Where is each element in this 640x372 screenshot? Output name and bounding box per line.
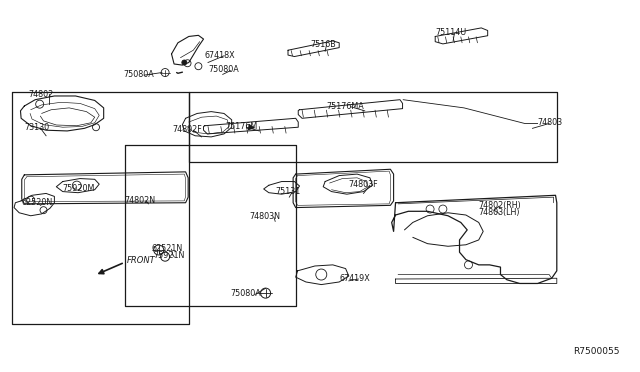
Text: 75920M: 75920M bbox=[63, 185, 95, 193]
Text: 74803: 74803 bbox=[538, 118, 563, 127]
Text: 74802(RH): 74802(RH) bbox=[479, 201, 522, 210]
Text: 74802N: 74802N bbox=[125, 196, 156, 205]
Text: 75080A: 75080A bbox=[230, 289, 261, 298]
Text: 75131: 75131 bbox=[275, 187, 300, 196]
Text: 7516B: 7516B bbox=[310, 40, 336, 49]
Text: 75176M: 75176M bbox=[225, 122, 257, 131]
Text: 75176MA: 75176MA bbox=[326, 102, 364, 110]
Text: 67418X: 67418X bbox=[205, 51, 236, 60]
Text: 74803N: 74803N bbox=[250, 212, 280, 221]
Text: 75080A: 75080A bbox=[208, 65, 239, 74]
Text: FRONT: FRONT bbox=[127, 256, 156, 265]
Text: 62520N: 62520N bbox=[22, 198, 53, 207]
Circle shape bbox=[182, 60, 187, 65]
Text: 67419X: 67419X bbox=[339, 274, 370, 283]
Text: 75080A: 75080A bbox=[123, 70, 154, 79]
Text: 75921N: 75921N bbox=[154, 251, 185, 260]
Text: R7500055: R7500055 bbox=[573, 347, 620, 356]
Text: 75114U: 75114U bbox=[435, 28, 467, 37]
Text: 74803F: 74803F bbox=[349, 180, 378, 189]
Text: 74803(LH): 74803(LH) bbox=[479, 208, 520, 217]
Text: 73130: 73130 bbox=[24, 123, 49, 132]
Text: 74802: 74802 bbox=[29, 90, 54, 99]
Text: 74802F: 74802F bbox=[173, 125, 202, 134]
Text: 62521N: 62521N bbox=[151, 244, 182, 253]
